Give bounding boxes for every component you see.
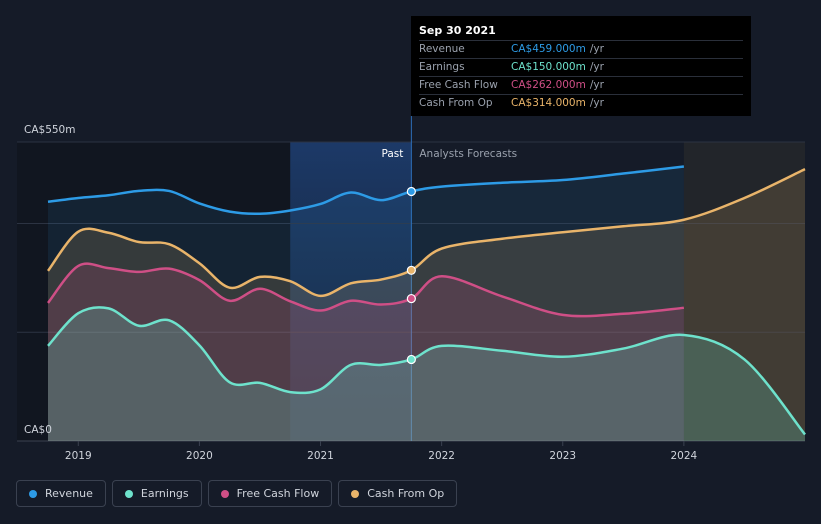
x-tick-label: 2021 [307,450,334,462]
past-label: Past [381,148,403,160]
tooltip-row: Revenue CA$459.000m/yr [419,40,743,58]
tooltip-value: CA$262.000m [511,79,586,91]
forecast-label: Analysts Forecasts [419,148,517,160]
legend-dot-icon [29,489,37,498]
legend-label: Revenue [45,487,93,500]
cfo-line [46,168,806,298]
legend-dot-icon [351,489,360,498]
revenue-marker [406,186,416,197]
fcf-line [47,262,685,318]
x-tick-label: 2019 [65,450,92,462]
cfo-marker [406,265,416,275]
earnings-area [48,307,805,441]
fcf-area [48,263,684,441]
x-tick-label: 2024 [671,450,698,462]
tooltip-label: Revenue [419,43,465,55]
y-tick-label: CA$0 [24,424,52,436]
earnings-marker [406,354,416,365]
legend-label: Free Cash Flow [236,487,320,500]
tooltip-unit: /yr [589,61,604,73]
x-tick-label: 2022 [428,450,455,462]
legend-item-free-cash-flow[interactable]: Free Cash Flow [207,480,333,507]
legend-item-revenue[interactable]: Revenue [16,480,106,507]
forecast-end-region [683,142,805,441]
fcf-marker [406,293,416,304]
tooltip-label: Earnings [419,61,465,73]
x-tick-label: 2020 [186,450,213,462]
tooltip-unit: /yr [589,43,604,55]
legend: Revenue Earnings Free Cash Flow Cash From O… [16,480,458,507]
tooltip-date: Sep 30 2021 [419,24,496,37]
tooltip: Sep 30 2021 Revenue CA$459.000m/yr Earning… [411,16,751,116]
legend-label: Earnings [140,487,189,500]
tooltip-row: Earnings CA$150.000m/yr [419,58,743,76]
legend-dot-icon [124,489,133,498]
cfo-area [48,169,805,441]
earnings-line [47,306,806,436]
tooltip-label: Cash From Op [419,97,493,109]
tooltip-value: CA$150.000m [511,61,586,73]
tooltip-value: CA$459.000m [511,43,586,55]
tooltip-unit: /yr [589,97,604,109]
legend-item-cash-from-op[interactable]: Cash From Op [338,480,458,507]
y-tick-label: CA$550m [24,124,75,136]
tooltip-row: Cash From Op CA$314.000m/yr [419,94,743,112]
chart-canvas: CA$550m CA$0 2019 2020 2021 2022 2023 2024 Past A… [17,116,806,462]
past-region [17,142,291,441]
legend-item-earnings[interactable]: Earnings [111,480,202,507]
legend-label: Cash From Op [367,487,445,500]
x-tick-label: 2023 [549,450,576,462]
tooltip-row: Free Cash Flow CA$262.000m/yr [419,76,743,94]
legend-dot-icon [220,489,229,498]
tooltip-label: Free Cash Flow [419,79,498,91]
revenue-line [47,165,685,216]
tooltip-value: CA$314.000m [511,97,586,109]
tooltip-unit: /yr [589,79,604,91]
